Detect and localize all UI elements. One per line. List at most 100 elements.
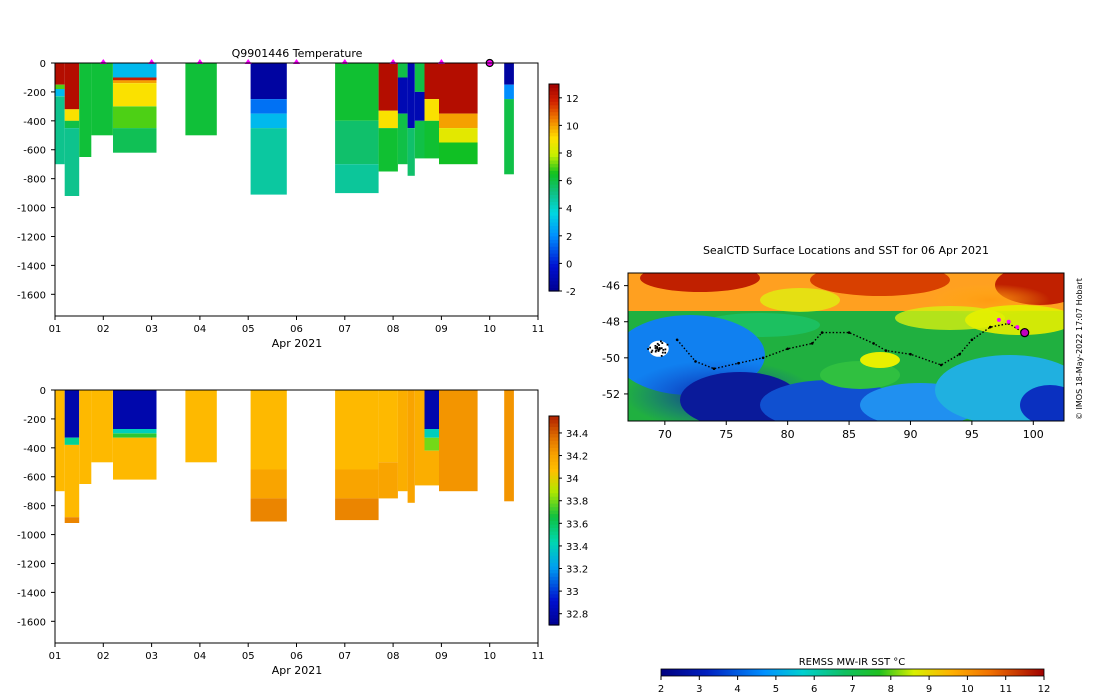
profile-segment xyxy=(113,80,157,84)
track-point xyxy=(909,352,912,356)
start-speckle xyxy=(658,348,661,351)
colorbar-swatch xyxy=(549,135,559,140)
y-tick-label: -200 xyxy=(23,88,46,99)
colorbar-swatch xyxy=(549,218,559,223)
profile-segment xyxy=(64,63,80,110)
colorbar-swatch xyxy=(549,517,559,522)
profile-segment xyxy=(250,498,287,522)
recent-position xyxy=(996,317,1001,322)
start-speckle xyxy=(654,347,657,349)
colorbar-swatch xyxy=(549,597,559,602)
map-y-tick-label: -52 xyxy=(602,388,620,401)
track-point xyxy=(847,331,851,334)
start-area-marker xyxy=(647,340,669,357)
colorbar-swatch xyxy=(549,468,559,473)
profile-segment xyxy=(113,437,157,480)
profile-segment xyxy=(113,77,157,81)
profile-segment xyxy=(439,128,478,143)
colorbar-swatch xyxy=(549,611,559,616)
profile-segment xyxy=(55,89,65,97)
colorbar-swatch xyxy=(549,482,559,487)
colorbar-tick-label: 8 xyxy=(566,149,572,160)
colorbar-swatch xyxy=(549,576,559,581)
colorbar-tick-label: 2 xyxy=(566,232,572,243)
colorbar-swatch xyxy=(549,572,559,577)
colorbar-swatch xyxy=(549,156,559,161)
profile-segment xyxy=(397,77,408,114)
colorbar-swatch xyxy=(549,146,559,151)
colorbar-swatch xyxy=(549,225,559,230)
sst-colorbar-tick-label: 6 xyxy=(811,684,817,695)
colorbar-swatch xyxy=(549,115,559,120)
colorbar-tick-label: 4 xyxy=(566,204,572,215)
profile-segment xyxy=(113,390,157,429)
colorbar-swatch xyxy=(549,132,559,137)
profile-segment xyxy=(113,106,157,129)
colorbar-swatch xyxy=(549,471,559,476)
start-speckle xyxy=(654,350,657,353)
colorbar-swatch xyxy=(549,263,559,268)
colorbar-swatch xyxy=(549,618,559,623)
x-tick-label: 05 xyxy=(242,324,255,335)
profile-segment xyxy=(439,63,478,114)
profile-segment xyxy=(250,63,287,100)
colorbar-swatch xyxy=(549,492,559,497)
colorbar-swatch xyxy=(549,475,559,480)
profile-segment xyxy=(424,99,439,121)
x-tick-label: 06 xyxy=(290,651,303,662)
profile-segment xyxy=(64,390,80,438)
colorbar-swatch xyxy=(549,222,559,227)
x-tick-label: 01 xyxy=(49,651,62,662)
colorbar-tick-label: 33.4 xyxy=(566,542,588,553)
colorbar-swatch xyxy=(549,548,559,553)
colorbar-swatch xyxy=(549,197,559,202)
temperature-x-axis-label: Apr 2021 xyxy=(272,337,323,350)
start-speckle xyxy=(657,350,660,352)
map-y-tick-label: -48 xyxy=(602,316,620,329)
colorbar-tick-label: 32.8 xyxy=(566,610,588,621)
colorbar-tick-label: 33.6 xyxy=(566,519,588,530)
y-tick-label: -1200 xyxy=(17,232,46,243)
profile-segment xyxy=(335,390,379,470)
y-tick-label: -800 xyxy=(23,175,46,186)
y-tick-label: -1000 xyxy=(17,204,46,215)
colorbar-swatch xyxy=(549,97,559,102)
start-speckle xyxy=(658,347,661,349)
colorbar-swatch xyxy=(549,621,559,626)
profile-segment xyxy=(250,99,287,114)
x-tick-label: 04 xyxy=(194,324,207,335)
colorbar-swatch xyxy=(549,90,559,95)
track-point xyxy=(958,352,961,356)
y-tick-label: -600 xyxy=(23,146,46,157)
colorbar-swatch xyxy=(549,450,559,455)
track-point xyxy=(810,342,814,345)
x-tick-label: 08 xyxy=(387,651,400,662)
colorbar-swatch xyxy=(549,461,559,466)
colorbar-swatch xyxy=(549,503,559,508)
map-x-tick-label: 85 xyxy=(842,428,856,441)
colorbar-swatch xyxy=(549,142,559,147)
map-x-tick-label: 75 xyxy=(719,428,733,441)
colorbar-swatch xyxy=(549,194,559,199)
profile-segment xyxy=(424,63,439,100)
sst-colorbar-tick-label: 7 xyxy=(849,684,855,695)
colorbar-swatch xyxy=(549,266,559,271)
profile-segment xyxy=(91,63,113,136)
colorbar-swatch xyxy=(549,416,559,421)
map-x-tick-label: 100 xyxy=(1023,428,1044,441)
sst-colorbar-tick-label: 3 xyxy=(696,684,702,695)
sst-colorbar-tick-label: 4 xyxy=(734,684,740,695)
colorbar-tick-label: -2 xyxy=(566,287,576,298)
colorbar-swatch xyxy=(549,530,559,536)
colorbar-swatch xyxy=(549,499,559,504)
profile-segment xyxy=(55,84,65,89)
profile-segment xyxy=(439,113,478,129)
start-speckle xyxy=(656,342,659,345)
profile-segment xyxy=(55,96,65,165)
colorbar-swatch xyxy=(549,87,559,92)
colorbar-swatch xyxy=(549,232,559,237)
temperature-section-plot: Q9901446 Temperature 0 -200 -400 -600 -800 -1… xyxy=(17,47,579,350)
start-speckle xyxy=(661,342,664,344)
start-speckle xyxy=(660,340,662,343)
profile-segment xyxy=(378,462,398,499)
